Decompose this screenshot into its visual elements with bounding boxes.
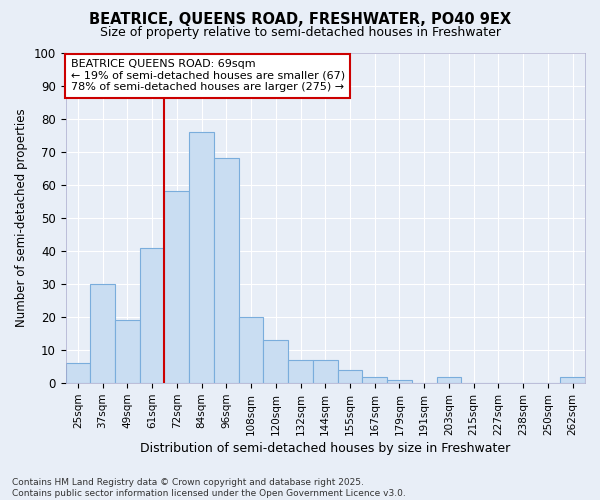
Bar bbox=[239, 317, 263, 383]
Bar bbox=[90, 284, 115, 383]
Bar bbox=[437, 376, 461, 383]
Y-axis label: Number of semi-detached properties: Number of semi-detached properties bbox=[15, 108, 28, 327]
Bar bbox=[263, 340, 288, 383]
Bar bbox=[362, 376, 387, 383]
Bar bbox=[65, 364, 90, 383]
Bar bbox=[164, 192, 189, 383]
X-axis label: Distribution of semi-detached houses by size in Freshwater: Distribution of semi-detached houses by … bbox=[140, 442, 511, 455]
Bar bbox=[387, 380, 412, 383]
Bar bbox=[338, 370, 362, 383]
Bar bbox=[560, 376, 585, 383]
Text: BEATRICE QUEENS ROAD: 69sqm
← 19% of semi-detached houses are smaller (67)
78% o: BEATRICE QUEENS ROAD: 69sqm ← 19% of sem… bbox=[71, 59, 345, 92]
Bar bbox=[288, 360, 313, 383]
Text: Size of property relative to semi-detached houses in Freshwater: Size of property relative to semi-detach… bbox=[100, 26, 500, 39]
Text: Contains HM Land Registry data © Crown copyright and database right 2025.
Contai: Contains HM Land Registry data © Crown c… bbox=[12, 478, 406, 498]
Bar bbox=[115, 320, 140, 383]
Bar bbox=[140, 248, 164, 383]
Text: BEATRICE, QUEENS ROAD, FRESHWATER, PO40 9EX: BEATRICE, QUEENS ROAD, FRESHWATER, PO40 … bbox=[89, 12, 511, 28]
Bar bbox=[214, 158, 239, 383]
Bar bbox=[313, 360, 338, 383]
Bar bbox=[189, 132, 214, 383]
